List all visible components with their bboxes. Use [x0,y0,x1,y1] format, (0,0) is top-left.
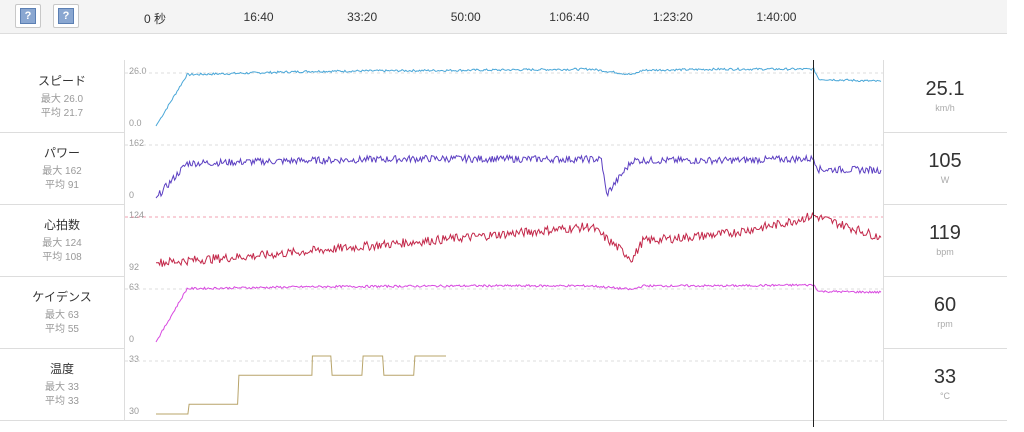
unit-label: bpm [936,247,954,257]
metric-max: 最大 63 [45,310,79,321]
time-tick-label: 1:06:40 [549,10,590,24]
help-icon: ? [58,8,74,24]
help-icon: ? [20,8,36,24]
time-tick-label: 1:23:20 [652,10,693,24]
metric-row-hr: 心拍数最大 124 平均 108 124 92 119 bpm [0,204,1007,277]
metric-avg: 平均 108 [42,252,82,263]
time-tick-label: 33:20 [347,10,378,24]
metric-avg: 平均 55 [45,324,79,335]
current-value: 119 [929,222,961,244]
metric-label: 心拍数最大 124 平均 108 [0,204,124,265]
series-line-cad [155,283,882,343]
current-value-power: 105 W [883,132,1007,204]
metric-plot-hr[interactable]: 124 92 [124,204,884,276]
y-max-label: 63 [129,282,140,292]
time-tick-label: 1:40:00 [756,10,797,24]
metric-stats: 最大 162 平均 91 [0,165,124,193]
metric-row-speed: スピード最大 26.0 平均 21.7 26.0 0.0 25.1 km/h [0,60,1007,133]
metric-row-power: パワー 最大 162 平均 91 162 0 105 W [0,132,1007,205]
metric-plot-cad[interactable]: 63 0 [124,276,884,348]
metric-plot-temp[interactable]: 33 30 [124,348,884,420]
metric-name: パワー [43,146,80,160]
series-line-speed [155,67,882,127]
unit-label: km/h [935,103,955,113]
metric-plot-power[interactable]: 162 0 [124,132,884,204]
series-line-hr [155,211,882,267]
y-min-label: 0.0 [129,118,142,128]
current-value-temp: 33 °C [883,348,1007,420]
current-value-cad: 60 rpm [883,276,1007,348]
series-line-temp [156,355,446,415]
metric-max: 最大 162 [42,166,82,177]
current-value: 105 [928,150,962,172]
unit-label: W [940,175,950,185]
series-svg-temp [125,355,883,415]
toolbar: ? ? 0 秒 16:40 33:20 50:00 1:06:40 1:23:20 1:40… [0,0,1007,34]
metric-row-temp: 温度最大 33 平均 33 33 30 33 °C [0,348,1007,421]
time-cursor[interactable] [812,60,814,427]
metric-name: 心拍数 [43,218,80,232]
metric-label: スピード最大 26.0 平均 21.7 [0,60,124,121]
y-max-label: 162 [129,138,145,148]
y-min-label: 30 [129,406,140,416]
series-svg-hr [125,211,883,267]
metric-name: スピード [37,74,86,88]
metric-label: ケイデンス最大 63 平均 55 [0,276,124,337]
metric-stats: 最大 26.0 平均 21.7 [0,93,124,121]
metric-stats: 最大 33 平均 33 [0,381,124,409]
series-svg-power [125,144,883,199]
metric-name: 温度 [49,362,74,376]
metric-name: ケイデンス [32,290,92,304]
metric-avg: 平均 91 [45,180,79,191]
current-value: 60 [933,294,957,316]
current-value: 33 [933,366,957,388]
time-tick-label: 50:00 [450,10,481,24]
current-value-hr: 119 bpm [883,204,1007,276]
metric-label: パワー最大 162 平均 91 [0,132,124,193]
metric-max: 最大 26.0 [40,94,84,105]
y-max-label: 33 [129,354,140,364]
series-svg-cad [125,283,883,343]
time-tick-label: 0 秒 [143,12,167,26]
unit-label: rpm [937,319,953,329]
series-svg-speed [125,67,883,127]
y-max-label: 26.0 [129,66,147,76]
metric-row-cad: ケイデンス最大 63 平均 55 63 0 60 rpm [0,276,1007,349]
current-value-speed: 25.1 km/h [883,60,1007,132]
metric-max: 最大 124 [42,238,82,249]
help-button-2[interactable]: ? [53,4,79,28]
time-tick-label: 16:40 [243,10,274,24]
y-min-label: 0 [129,334,135,344]
metric-stats: 最大 124 平均 108 [0,237,124,265]
metric-stats: 最大 63 平均 55 [0,309,124,337]
y-min-label: 92 [129,262,140,272]
current-value: 25.1 [925,78,965,100]
metric-label: 温度最大 33 平均 33 [0,348,124,409]
y-min-label: 0 [129,190,135,200]
unit-label: °C [939,391,951,401]
series-line-power [155,153,882,199]
help-button-1[interactable]: ? [15,4,41,28]
y-max-label: 124 [129,210,145,220]
metric-plot-speed[interactable]: 26.0 0.0 [124,60,884,132]
metric-avg: 平均 21.7 [40,108,84,119]
metric-avg: 平均 33 [45,396,79,407]
metric-max: 最大 33 [45,382,79,393]
